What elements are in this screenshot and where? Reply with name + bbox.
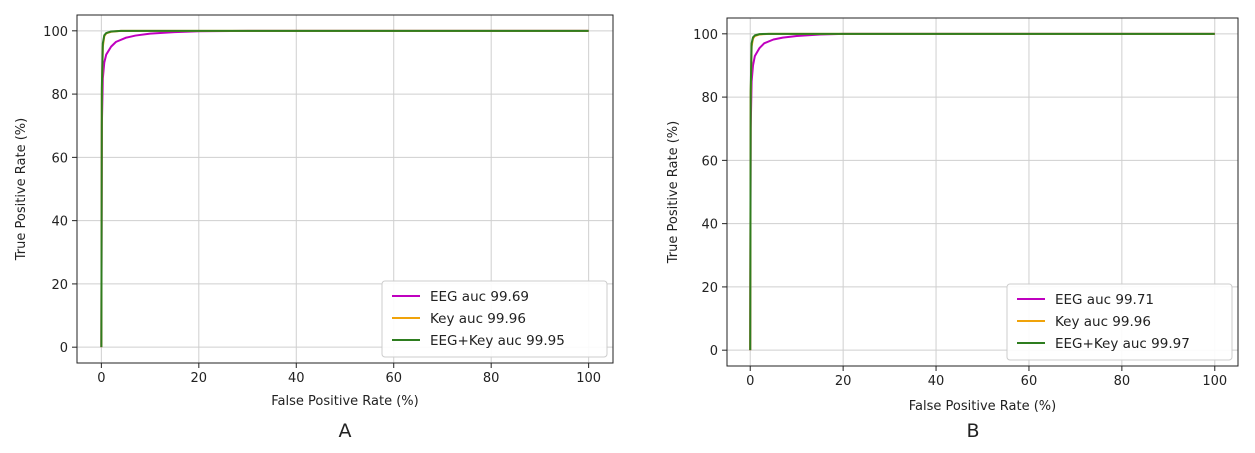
- y-axis-label: True Positive Rate (%): [14, 118, 29, 261]
- y-tick-label: 40: [51, 215, 68, 230]
- x-tick-label: 100: [1202, 374, 1227, 389]
- y-tick-label: 40: [701, 218, 718, 233]
- legend-entry: EEG auc 99.69: [430, 289, 529, 305]
- y-tick-label: 100: [43, 25, 68, 40]
- legend-box: [1006, 283, 1233, 361]
- x-tick-label: 40: [928, 374, 945, 389]
- legend-entry: EEG auc 99.71: [1055, 292, 1154, 308]
- panel-label: B: [966, 420, 979, 442]
- y-tick-label: 80: [51, 88, 68, 103]
- y-axis-label: True Positive Rate (%): [666, 121, 681, 264]
- legend: EEG auc 99.69 Key auc 99.96 EEG+Key auc 99…: [381, 280, 608, 358]
- y-tick-label: 20: [701, 281, 718, 296]
- x-axis-label: False Positive Rate (%): [271, 394, 418, 409]
- legend-box: [381, 280, 608, 358]
- series-line: [749, 32, 1215, 351]
- y-tick-label: 60: [51, 151, 68, 166]
- x-tick-label: 100: [576, 371, 601, 386]
- plot-frame: [76, 14, 614, 364]
- x-tick-label: 20: [191, 371, 208, 386]
- y-tick-label: 100: [693, 28, 718, 43]
- x-tick-label: 80: [483, 371, 500, 386]
- chart-panel-b: 0 20 40 60 80 100 0 20 40 60 80 100 False Positive R…: [666, 17, 1239, 442]
- y-tick-label: 60: [701, 154, 718, 169]
- x-tick-label: 40: [288, 371, 305, 386]
- legend: EEG auc 99.71 Key auc 99.96 EEG+Key auc 99…: [1006, 283, 1233, 361]
- panel-label: A: [339, 420, 352, 442]
- chart-panel-a: 0 20 40 60 80 100 0 20 40 60 80 100 False Positive R…: [14, 14, 614, 442]
- y-tick-label: 80: [701, 91, 718, 106]
- x-tick-label: 60: [385, 371, 402, 386]
- y-tick-label: 20: [51, 278, 68, 293]
- x-tick-label: 0: [746, 374, 754, 389]
- x-tick-label: 80: [1114, 374, 1131, 389]
- legend-entry: EEG+Key auc 99.97: [1055, 336, 1190, 352]
- x-tick-label: 20: [835, 374, 852, 389]
- legend-entry: Key auc 99.96: [1055, 314, 1151, 330]
- x-axis-label: False Positive Rate (%): [909, 399, 1056, 414]
- legend-entry: EEG+Key auc 99.95: [430, 333, 565, 349]
- y-tick-label: 0: [60, 341, 68, 356]
- series-line: [100, 29, 589, 348]
- plot-frame: [726, 17, 1239, 367]
- legend-entry: Key auc 99.96: [430, 311, 526, 327]
- y-tick-label: 0: [710, 344, 718, 359]
- x-tick-label: 0: [97, 371, 105, 386]
- x-tick-label: 60: [1021, 374, 1038, 389]
